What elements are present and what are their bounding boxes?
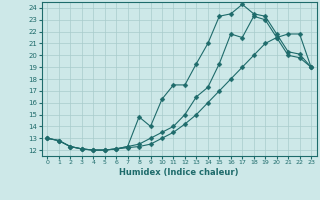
- X-axis label: Humidex (Indice chaleur): Humidex (Indice chaleur): [119, 168, 239, 177]
